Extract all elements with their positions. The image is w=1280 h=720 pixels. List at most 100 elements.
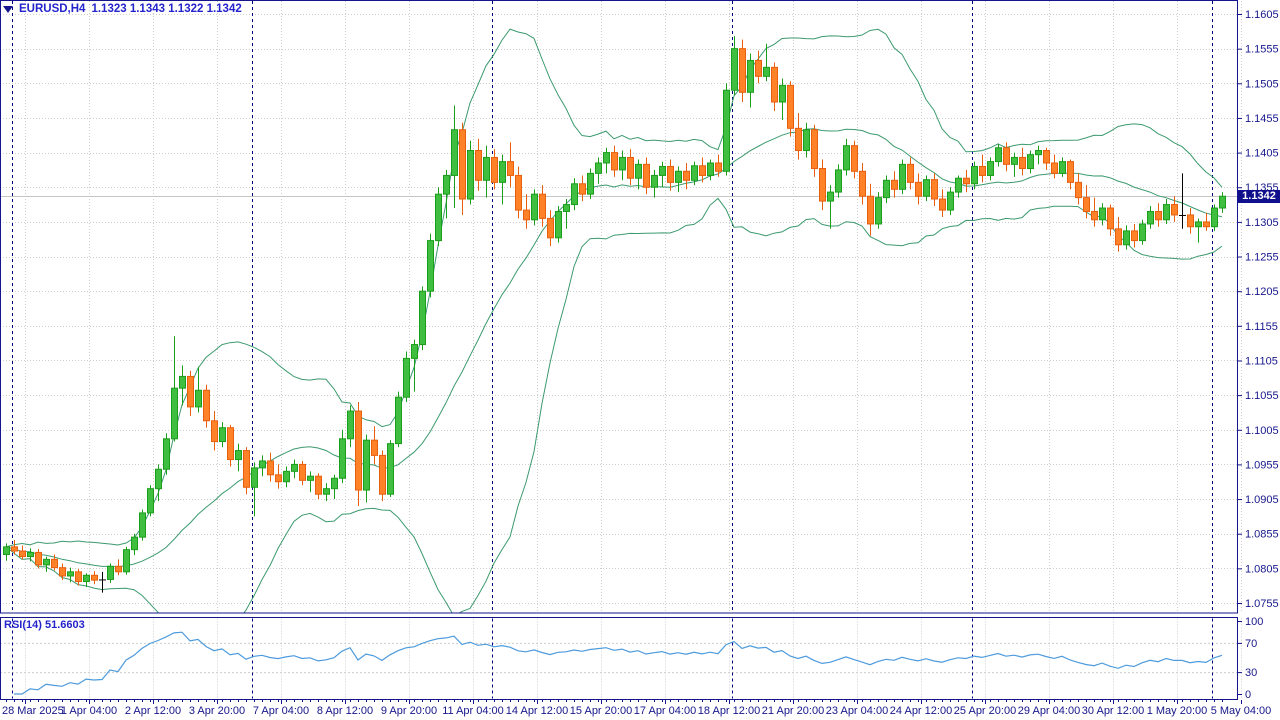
price-tick-label: 1.1055 [1245,390,1279,402]
candle-bull [651,174,658,188]
candle-bear [59,567,66,577]
candle-bull [83,574,90,583]
candle-bull [843,145,850,171]
candle-bull [251,467,258,488]
candle-bear [379,454,386,495]
candle-bull [163,438,170,470]
candle-bear [1107,207,1114,230]
time-tick-label: 23 Apr 04:00 [826,705,888,717]
candle-bear [275,474,282,483]
candle-bull [411,344,418,359]
candle-bull [1035,150,1042,156]
candle-bull [803,129,810,152]
candle-bear [1203,221,1210,228]
candle-bull [1123,230,1130,246]
time-tick-label: 7 Apr 04:00 [253,705,309,717]
candle-bear [755,59,762,77]
time-tick-label: 28 Mar 2025 [2,705,64,717]
candle-bull [467,150,474,200]
rsi-value: 51.6603 [44,619,85,631]
candle-bull [131,536,138,551]
candle-bear [963,177,970,185]
time-tick-label: 30 Apr 12:00 [1082,705,1144,717]
time-tick-label: 24 Apr 12:00 [890,705,952,717]
candle-bear [315,475,322,495]
candle-bear [787,84,794,129]
time-tick-label: 11 Apr 04:00 [442,705,504,717]
candle-bull [955,177,962,193]
time-tick-label: 2 Apr 12:00 [125,705,181,717]
candle-bull [603,152,610,164]
candle-bull [1163,204,1170,221]
candle-bear [523,209,530,221]
candle-bull [139,512,146,538]
candle-bull [123,549,130,573]
candle-bull [179,375,186,389]
candle-bear [611,152,618,171]
candle-bear [739,48,746,93]
price-axis[interactable] [1238,0,1280,700]
candle-bear [1003,147,1010,165]
candle-bear [267,460,274,476]
candle-bear [1051,162,1058,174]
candle-bear [1019,156,1026,170]
time-tick-label: 8 Apr 12:00 [317,705,373,717]
candle-bull [155,468,162,490]
candle-bull [1011,156,1018,165]
candle-bull [339,438,346,479]
price-tick-label: 1.1255 [1245,252,1279,264]
candle-bull [1027,154,1034,170]
candle-bull [1059,161,1066,174]
time-axis[interactable] [0,700,1280,720]
candle-bear [11,546,18,552]
candle-bull [43,558,50,566]
candle-bear [459,129,466,200]
symbol-period-label: EURUSD,H4 [19,3,86,15]
time-tick-label: 5 May 04:00 [1211,705,1272,717]
candle-bull [323,488,330,495]
candle-bear [299,463,306,481]
candle-bull [555,210,562,239]
candle-bull [883,179,890,199]
price-tick-label: 1.1505 [1245,78,1279,90]
candle-bull [1219,195,1226,209]
symbol-dropdown-icon[interactable] [3,6,13,13]
bollinger-lower-band [5,197,1223,613]
candle-bull [779,84,786,103]
candle-bear [1131,230,1138,242]
candle-bear [507,161,514,176]
candle-bull [171,387,178,440]
candle-bear [1091,210,1098,221]
candle-bear [579,183,586,195]
candle-bull [67,571,74,577]
rsi-indicator-label: RSI(14) 51.6603 [4,619,85,631]
price-tick-label: 1.1205 [1245,286,1279,298]
candle-bear [939,198,946,211]
candle-bear [683,170,690,181]
rsi-tick-label: 100 [1245,616,1263,628]
candle-bull [995,147,1002,163]
bollinger-middle-band [5,128,1223,568]
candle-bull [107,565,114,580]
candle-bear [355,410,362,491]
candle-bull [1195,221,1202,228]
candle-bull [763,66,770,77]
price-tick-label: 1.1155 [1245,321,1278,333]
candle-bear [643,163,650,188]
candle-bear [931,179,938,200]
time-tick-label: 1 Apr 04:00 [61,705,117,717]
candle-bull [395,396,402,445]
candle-bear [211,420,218,443]
candle-bull [675,170,682,183]
candle-bear [51,558,58,569]
candle-bear [515,174,522,211]
price-tick-label: 1.1305 [1245,217,1279,229]
candle-bear [891,179,898,190]
price-tick-label: 1.0955 [1245,459,1279,471]
ohlc-readout: 1.1323 1.1343 1.1322 1.1342 [91,3,242,15]
bollinger-upper-band [5,28,1223,548]
candle-bull [403,357,410,398]
panel-resize-handle[interactable] [0,612,1237,618]
price-tick-label: 1.1105 [1245,355,1278,367]
